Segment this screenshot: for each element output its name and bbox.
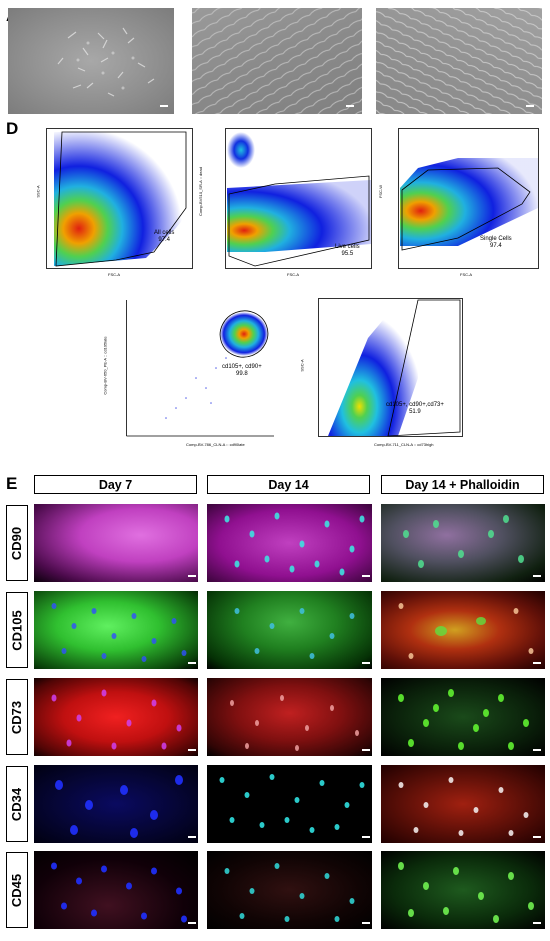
row-label-cd90: CD90 xyxy=(6,505,28,581)
flow-plot-cd105-cd90-cd73: cd105+, cd90+,cd73+ 51.9 Comp-BV-711_CLN-… xyxy=(318,298,464,447)
gate-label: Single Cells 97.4 xyxy=(480,236,512,249)
scale-bar xyxy=(188,575,196,577)
scale-bar xyxy=(533,749,541,751)
column-header-day14-phalloidin: Day 14 + Phalloidin xyxy=(381,475,544,494)
fluorescence-image-cd105-day7 xyxy=(34,591,198,669)
scale-bar xyxy=(362,749,370,751)
flow-plot-single-cells: Single Cells 97.4 FSC-A xyxy=(398,128,540,277)
row-label-cd34: CD34 xyxy=(6,766,28,842)
scale-bar xyxy=(533,575,541,577)
fluorescence-image-cd73-day7 xyxy=(34,678,198,756)
gate-label: All cells 97.4 xyxy=(154,230,175,243)
scale-bar xyxy=(533,662,541,664)
scale-bar xyxy=(362,836,370,838)
y-axis-label: Comp-BV510_SR-A :: dead xyxy=(197,167,203,216)
y-axis-label: Comp-BV-650_PE-A :: cd105late xyxy=(102,336,108,395)
scale-bar xyxy=(362,662,370,664)
scale-bar xyxy=(362,922,370,924)
column-header-day7: Day 7 xyxy=(34,475,197,494)
fluorescence-image-cd90-day7 xyxy=(34,504,198,582)
scale-bar xyxy=(346,105,354,107)
scale-bar xyxy=(533,922,541,924)
row-label-cd45: CD45 xyxy=(6,852,28,928)
y-axis-label: SSC-A xyxy=(299,359,305,372)
fluorescence-image-cd34-day7 xyxy=(34,765,198,843)
x-axis-label: FSC-A xyxy=(287,272,299,277)
fluorescence-image-cd105-day14-phalloidin xyxy=(381,591,545,669)
column-header-day14: Day 14 xyxy=(207,475,370,494)
x-axis-label: Comp-BV-786_CLN-A :: cd90late xyxy=(186,442,245,447)
fluorescence-image-cd34-day14-phalloidin xyxy=(381,765,545,843)
scale-bar xyxy=(188,662,196,664)
fluorescence-image-cd45-day7 xyxy=(34,851,198,929)
panel-letter-e: E xyxy=(6,474,18,493)
gate-label: Live cells 95.5 xyxy=(335,244,360,257)
row-label-cd73: CD73 xyxy=(6,679,28,755)
y-axis-label: SSC-A xyxy=(35,185,41,198)
fluorescence-image-cd90-day14-phalloidin xyxy=(381,504,545,582)
fluorescence-image-cd73-day14 xyxy=(207,678,372,756)
fluorescence-image-cd45-day14 xyxy=(207,851,372,929)
gate-label: cd105+, cd90+,cd73+ 51.9 xyxy=(386,402,444,415)
scale-bar xyxy=(533,836,541,838)
fluorescence-image-cd34-day14 xyxy=(207,765,372,843)
scale-bar xyxy=(188,922,196,924)
brightfield-image-b xyxy=(192,8,362,114)
fluorescence-image-cd90-day14 xyxy=(207,504,372,582)
scale-bar xyxy=(188,836,196,838)
scale-bar xyxy=(160,105,168,107)
fluorescence-image-cd105-day14 xyxy=(207,591,372,669)
flow-plot-cd105-cd90: cd105+, cd90+ 99.8 Comp-BV-786_CLN-A :: c… xyxy=(126,298,276,447)
flow-plot-live-cells: Live cells 95.5 FSC-A xyxy=(225,128,373,277)
y-axis-label: FSC-W xyxy=(378,184,384,199)
scale-bar xyxy=(526,105,534,107)
x-axis-label: FSC-A xyxy=(460,272,472,277)
fluorescence-image-cd73-day14-phalloidin xyxy=(381,678,545,756)
scale-bar xyxy=(362,575,370,577)
gate-label: cd105+, cd90+ 99.8 xyxy=(222,364,262,377)
brightfield-image-a xyxy=(8,8,174,114)
scale-bar xyxy=(188,749,196,751)
panel-letter-d: D xyxy=(6,119,19,138)
x-axis-label: FSC-A xyxy=(108,272,120,277)
fluorescence-image-cd45-day14-phalloidin xyxy=(381,851,545,929)
x-axis-label: Comp-BV-711_CLN-A :: cd73high xyxy=(374,442,434,447)
row-label-cd105: CD105 xyxy=(6,592,28,668)
brightfield-image-c xyxy=(376,8,542,114)
flow-plot-all-cells: All cells 97.4 FSC-A xyxy=(46,128,194,277)
